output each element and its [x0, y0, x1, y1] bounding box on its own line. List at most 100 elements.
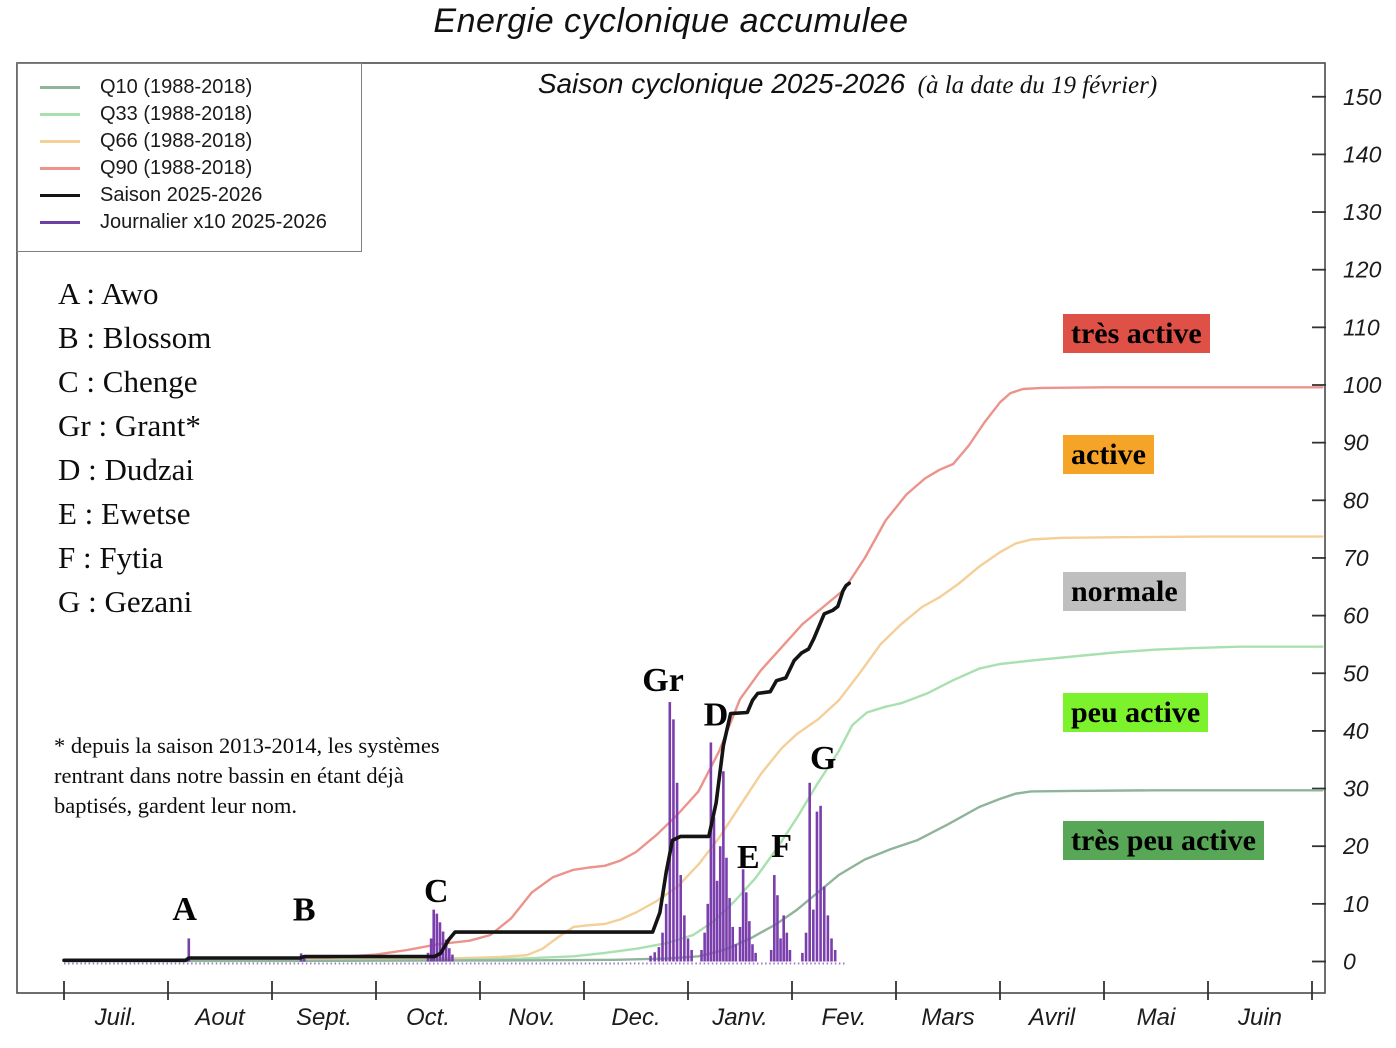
daily-ace-bar	[822, 886, 826, 962]
daily-ace-bar	[779, 938, 782, 962]
daily-ace-bar	[706, 903, 710, 962]
y-tick-label: 90	[1343, 430, 1369, 456]
storm-label-G: G	[810, 740, 836, 777]
chart-subtitle: Saison cyclonique 2025-2026 (à la date d…	[375, 68, 1320, 100]
storm-label-E: E	[737, 839, 760, 876]
daily-ace-bar	[812, 909, 815, 962]
storm-label-B: B	[293, 891, 316, 928]
activity-label-normale: normale	[1063, 572, 1186, 611]
y-tick-label: 120	[1343, 257, 1382, 283]
x-month-label: Janv.	[711, 1004, 768, 1031]
y-tick-label: 10	[1343, 891, 1369, 917]
daily-ace-bar	[709, 742, 713, 962]
storm-list-item: D : Dudzai	[58, 452, 195, 487]
legend-line-swatch	[40, 86, 80, 89]
daily-ace-bar	[679, 875, 683, 962]
daily-ace-bar	[738, 926, 742, 962]
daily-ace-bar	[657, 947, 661, 962]
daily-ace-bar	[661, 932, 664, 962]
legend-line-swatch	[40, 113, 80, 116]
daily-ace-bar	[801, 952, 804, 962]
legend-item: Q10 (1988-2018)	[18, 74, 361, 101]
y-tick-label: 0	[1343, 949, 1356, 975]
daily-ace-bar	[833, 949, 837, 962]
daily-ace-bar	[722, 771, 725, 962]
legend-line-swatch	[40, 194, 80, 197]
storm-label-A: A	[172, 891, 197, 928]
activity-label-très-active: très active	[1063, 314, 1210, 353]
daily-ace-bar	[444, 939, 448, 962]
x-month-label: Oct.	[406, 1004, 450, 1031]
daily-ace-bar	[703, 932, 706, 962]
storm-label-C: C	[424, 873, 449, 910]
daily-ace-bar	[302, 956, 306, 962]
daily-ace-bar	[187, 938, 191, 962]
subtitle-date-note: (à la date du 19 février)	[917, 72, 1158, 99]
daily-ace-bar	[819, 805, 822, 962]
daily-ace-bar	[690, 949, 693, 962]
legend-item-label: Saison 2025-2026	[100, 184, 263, 206]
daily-ace-bar	[438, 922, 442, 962]
daily-ace-bar	[731, 926, 735, 962]
x-month-label: Mai	[1137, 1004, 1176, 1031]
daily-ace-bar	[808, 782, 811, 962]
daily-ace-bar	[712, 817, 716, 962]
x-month-label: Fev.	[822, 1004, 867, 1031]
x-month-label: Sept.	[296, 1004, 352, 1031]
plot-border	[16, 62, 1326, 994]
x-month-label: Dec.	[611, 1004, 660, 1031]
quantile-curve-q90	[62, 386, 1324, 961]
activity-label-active: active	[1063, 435, 1154, 474]
legend-item: Saison 2025-2026	[18, 182, 361, 209]
y-tick-label: 150	[1343, 84, 1382, 110]
legend-item: Q33 (1988-2018)	[18, 101, 361, 128]
y-tick-label: 70	[1343, 545, 1369, 571]
x-month-label: Juin	[1237, 1004, 1282, 1031]
x-month-label: Juil.	[94, 1004, 138, 1031]
daily-ace-bar	[649, 955, 652, 962]
daily-ace-bar	[776, 895, 779, 962]
daily-ace-bar	[744, 892, 748, 962]
legend-item: Q66 (1988-2018)	[18, 128, 361, 155]
daily-ace-bar	[773, 875, 776, 962]
daily-ace-bar	[653, 952, 657, 962]
daily-ace-bar	[830, 938, 833, 962]
y-tick-label: 140	[1343, 141, 1382, 167]
quantile-curve-q66	[62, 535, 1324, 962]
legend-item-label: Q33 (1988-2018)	[100, 103, 253, 125]
naming-footnote: * depuis la saison 2013-2014, les systèm…	[54, 733, 440, 818]
storm-list-item: C : Chenge	[58, 364, 198, 399]
storm-list-item: B : Blossom	[58, 320, 212, 355]
storm-label-F: F	[771, 828, 792, 865]
legend-item-label: Q66 (1988-2018)	[100, 130, 253, 152]
daily-ace-bar	[782, 915, 785, 962]
legend-line-swatch	[40, 221, 80, 224]
quantile-curve-q33	[62, 645, 1324, 962]
daily-ace-bar	[815, 811, 819, 962]
daily-ace-bar	[700, 949, 703, 962]
x-month-label: Mars	[921, 1004, 974, 1031]
legend-item: Q90 (1988-2018)	[18, 155, 361, 182]
legend-line-swatch	[40, 140, 80, 143]
x-month-label: Aout	[193, 1004, 246, 1031]
daily-ace-bar	[435, 913, 439, 962]
legend-item-label: Journalier x10 2025-2026	[100, 211, 327, 233]
legend-line-swatch	[40, 167, 80, 170]
storm-label-D: D	[704, 697, 729, 734]
storm-list-item: Gr : Grant*	[58, 408, 201, 443]
season-cumulative-line	[62, 581, 851, 963]
y-tick-label: 100	[1343, 372, 1382, 398]
daily-ace-bar	[788, 949, 792, 962]
x-month-label: Avril	[1027, 1004, 1076, 1031]
daily-ace-bar	[718, 846, 722, 962]
storm-list-item: F : Fytia	[58, 540, 164, 575]
legend-item-label: Q10 (1988-2018)	[100, 76, 253, 98]
legend-box: Q10 (1988-2018) Q33 (1988-2018) Q66 (1988-…	[17, 63, 362, 252]
y-tick-label: 40	[1343, 718, 1369, 744]
daily-ace-bar	[826, 915, 830, 962]
activity-label-peu-active: peu active	[1063, 693, 1209, 732]
daily-ace-bar	[448, 948, 451, 962]
daily-ace-bar	[683, 915, 686, 962]
